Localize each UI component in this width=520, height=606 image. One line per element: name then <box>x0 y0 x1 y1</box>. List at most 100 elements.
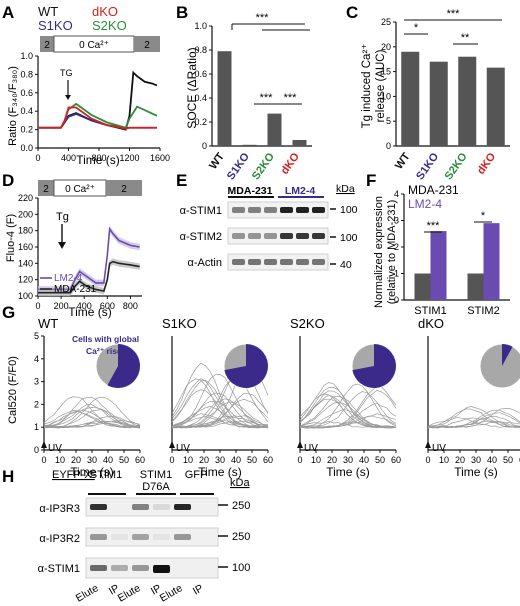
blot-band <box>90 565 107 571</box>
x-axis-label-g: Time (s) <box>326 465 370 479</box>
axes-c: 0 5 10 15 20 25 WT S1KO S2KO dKO <box>381 17 510 182</box>
protocol-bar-d-2b <box>106 180 142 196</box>
blot-band <box>248 233 261 239</box>
blot-band <box>232 233 245 239</box>
d-y-tick-label: 120 <box>18 275 33 285</box>
y-axis-label-a: Ratio (F₃₄₀/F₃₈₀) <box>7 66 19 146</box>
cell-trace <box>427 415 520 429</box>
g1-x-tick-label: 40 <box>231 455 241 465</box>
legend-f-lm24: LM2-4 <box>408 197 442 211</box>
a-x-tick-label: 1200 <box>119 153 139 163</box>
a-y-tick-label: 0.6 <box>20 88 33 98</box>
x-tick-label-c: dKO <box>475 150 498 176</box>
axes-d: 100 120 140 160 180 200 220 0 200 400 600 800 <box>18 193 142 311</box>
c-y-tick-label: 5 <box>386 116 391 126</box>
a-y-tick-label: 0.4 <box>20 106 33 116</box>
blot-band <box>280 259 293 265</box>
panel-letter-f: F <box>366 171 376 190</box>
cell-trace <box>299 420 397 429</box>
protocol-bar-2a <box>40 36 54 52</box>
g3-x-tick-label: 50 <box>503 455 513 465</box>
axes-a: 0.0 0.2 0.4 0.6 0.8 1.0 0 400 800 1200 1600 <box>20 51 170 163</box>
kda-label-e: kDa <box>336 183 355 195</box>
sig-f2: * <box>481 210 486 222</box>
d-y-tick-label: 200 <box>18 209 33 219</box>
western-blot-e <box>227 201 329 271</box>
g0-y-tick-label: 0 <box>34 445 39 455</box>
sig-c3: ** <box>461 32 470 44</box>
axes-f: 0 1 2 3 4 STIM1 STIM2 <box>394 189 510 317</box>
kda-label-h: kDa <box>230 477 250 489</box>
cell-trace <box>43 411 141 429</box>
blot-band <box>312 207 325 213</box>
eyfp-header: EYFP-X: <box>52 469 95 481</box>
bar-dko <box>486 67 505 146</box>
y-axis-label-c2: release (AUC) <box>375 49 387 122</box>
bar-dko <box>292 140 307 146</box>
row-label-ip3r2: α-IP3R2 <box>39 533 80 545</box>
b-y-tick-label: 0 <box>202 141 207 151</box>
marker-e3: 40 <box>340 259 352 271</box>
g0-y-tick-label: 4 <box>34 354 39 364</box>
lane-label-mda231: MDA-231 <box>228 185 273 197</box>
panel-letter-b: B <box>176 3 188 22</box>
panel-d: D 2 0 Ca²⁺ 2 100 120 140 160 180 200 220 0 200 40… <box>2 171 142 319</box>
group-label-d76a: D76A <box>142 481 170 493</box>
y-axis-label-f1: Normalized expression <box>373 196 385 308</box>
bar-stim2-mda-231 <box>467 273 484 300</box>
uv-arrow <box>41 441 47 448</box>
sig-b3: *** <box>284 92 298 104</box>
uv-label: UV <box>48 443 62 454</box>
cell-trace <box>427 420 520 428</box>
cell-trace <box>43 421 141 429</box>
panel-g-title: WT <box>38 316 58 331</box>
x-tick-label-b: dKO <box>279 150 302 176</box>
a-x-tick-label: 400 <box>61 153 76 163</box>
blot-band <box>280 233 293 239</box>
pie-slice-global-rise <box>352 344 397 388</box>
g3-x-tick-label: 40 <box>487 455 497 465</box>
g0-x-tick-label: 30 <box>87 455 97 465</box>
blot-band <box>312 259 325 265</box>
tg-arrow-head-a <box>65 95 71 100</box>
g0-x-tick-label: 50 <box>119 455 129 465</box>
group-label-stim1: STIM1 <box>90 469 122 481</box>
b-y-tick-label: 0.8 <box>194 45 207 55</box>
a-y-tick-label: 0.0 <box>20 143 33 153</box>
bar-stim1-mda-231 <box>414 273 431 300</box>
bar-s2ko <box>458 56 477 146</box>
g1-x-tick-label: 0 <box>169 455 174 465</box>
protocol-bar-2b <box>134 36 160 52</box>
blot-band <box>312 233 325 239</box>
blot-band <box>264 259 277 265</box>
cell-trace <box>171 405 269 429</box>
uv-arrow <box>169 441 175 448</box>
a-y-tick-label: 0.8 <box>20 69 33 79</box>
row-label-ip3r3: α-IP3R3 <box>39 503 80 515</box>
legend-s2ko: S2KO <box>92 18 127 33</box>
blot-band <box>90 504 107 510</box>
cell-trace <box>299 401 397 428</box>
d-x-tick-label: 0 <box>35 301 40 311</box>
panel-g-title: S1KO <box>162 316 197 331</box>
uv-arrow <box>425 441 431 448</box>
pie-slice-global-rise <box>224 344 268 388</box>
blot-band <box>132 534 149 540</box>
cell-trace <box>43 396 141 428</box>
g2-x-tick-label: 0 <box>297 455 302 465</box>
bar-s1ko <box>242 144 257 146</box>
panel-letter-a: A <box>2 3 14 22</box>
x-axis-label-a: Time (s) <box>76 153 120 167</box>
bar-stim1-lm2-4 <box>430 231 447 300</box>
a-x-tick-label: 0 <box>35 153 40 163</box>
blot-band <box>90 534 107 540</box>
blot-band <box>232 207 245 213</box>
blot-band <box>174 534 191 540</box>
b-y-tick-label: 1.0 <box>194 21 207 31</box>
bar-s2ko <box>267 113 282 146</box>
protocol-2b-label: 2 <box>144 40 150 51</box>
panel-letter-c: C <box>346 3 358 22</box>
f-y-tick-label: 4 <box>394 189 399 199</box>
